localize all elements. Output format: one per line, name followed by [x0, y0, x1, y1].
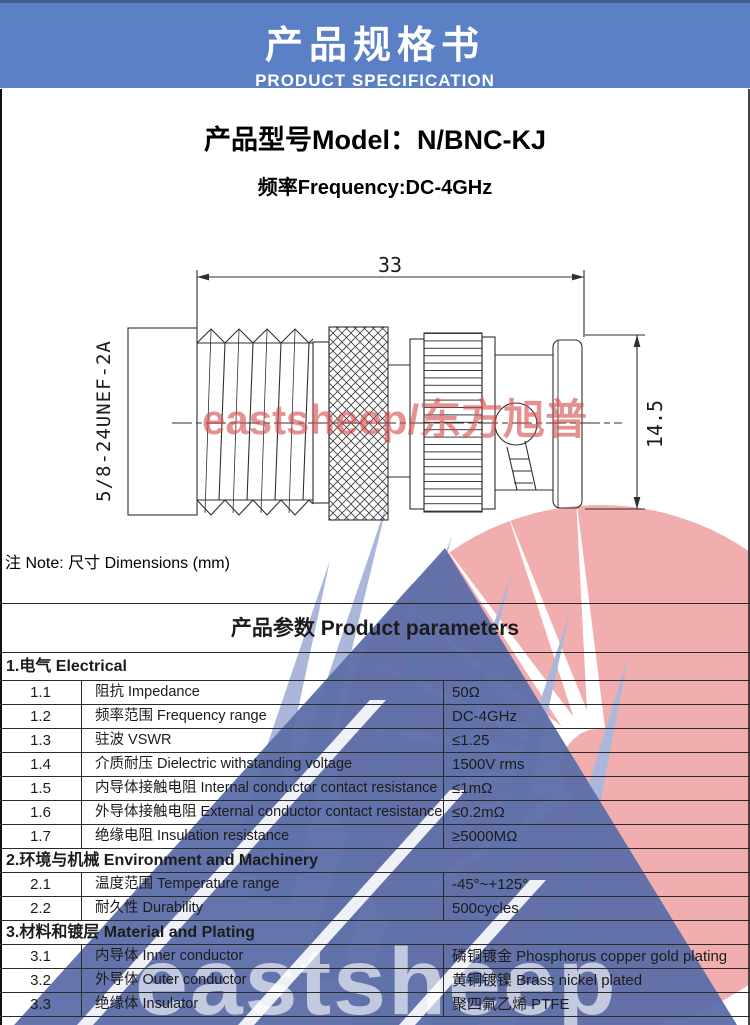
table-row: 2.1 温度范围 Temperature range -45°~+125°	[0, 873, 750, 897]
cell-no: 1.2	[30, 708, 51, 725]
cell-value: 黄铜镀镍 Brass nickel plated	[443, 969, 750, 992]
cell-name: 外导体 Outer conductor	[81, 969, 443, 992]
table-row: 1.6 外导体接触电阻 External conductor contact re…	[0, 801, 750, 825]
page-border-right	[748, 89, 750, 1025]
cell-name: 驻波 VSWR	[81, 729, 443, 752]
cell-value: ≥5000MΩ	[443, 825, 750, 848]
watermark-red-text: eastsheep/东方旭普	[202, 396, 588, 443]
cell-value: 50Ω	[443, 681, 750, 704]
cell-no: 1.6	[30, 804, 51, 821]
table-row: 1.4 介质耐压 Dielectric withstanding voltage 1…	[0, 753, 750, 777]
cell-name: 绝缘体 Insulator	[81, 993, 443, 1016]
cell-name: 内导体 Inner conductor	[81, 945, 443, 968]
table-row: 1.2 频率范围 Frequency range DC-4GHz	[0, 705, 750, 729]
dim-145-label: 14.5	[643, 400, 667, 448]
table-row: 1.7 绝缘电阻 Insulation resistance ≥5000MΩ	[0, 825, 750, 849]
cell-value: 聚四氟乙烯 PTFE	[443, 993, 750, 1016]
cell-no: 3.3	[30, 996, 51, 1013]
cell-name: 绝缘电阻 Insulation resistance	[81, 825, 443, 848]
page-border-left	[0, 89, 2, 1025]
cell-value: 磷铜镀金 Phosphorus copper gold plating	[443, 945, 750, 968]
header-top-edge	[0, 0, 750, 3]
cell-no: 1.1	[30, 684, 51, 701]
knurl-ring	[328, 326, 389, 521]
doc-title-cn: 产品规格书	[264, 25, 485, 67]
table-row: 1.5 内导体接触电阻 Internal conductor contact re…	[0, 777, 750, 801]
table-body: 1.电气 Electrical 1.1 阻抗 Impedance 50Ω 1.2 频率范围…	[0, 653, 750, 1017]
section-header: 3.材料和镀层 Material and Plating	[0, 921, 750, 945]
cell-value: ≤1mΩ	[443, 777, 750, 800]
doc-title-en: PRODUCT SPECIFICATION	[255, 71, 495, 90]
cell-name: 频率范围 Frequency range	[81, 705, 443, 728]
cell-no: 1.4	[30, 756, 51, 773]
thread-bottom	[196, 499, 314, 516]
cell-no: 1.5	[30, 780, 51, 797]
cell-value: ≤1.25	[443, 729, 750, 752]
cell-name: 阻抗 Impedance	[81, 681, 443, 704]
watermark-dark-triangle	[14, 548, 737, 1025]
cell-name: 耐久性 Durability	[81, 897, 443, 920]
table-row: 1.3 驻波 VSWR ≤1.25	[0, 729, 750, 753]
cell-no: 3.2	[30, 972, 51, 989]
document-header: 产品规格书 PRODUCT SPECIFICATION	[0, 0, 750, 90]
dim-33-label: 33	[378, 253, 402, 277]
cell-value: ≤0.2mΩ	[443, 801, 750, 824]
table-title: 产品参数 Product parameters	[0, 604, 750, 653]
bnc-ribbed-nut	[423, 332, 483, 513]
cell-value: -45°~+125°	[443, 873, 750, 896]
bnc-front-flange	[552, 339, 583, 509]
cell-no: 2.1	[30, 876, 51, 893]
thread-spec-label: 5/8-24UNEF-2A	[93, 340, 115, 502]
cell-value: DC-4GHz	[443, 705, 750, 728]
dimension-33	[196, 270, 585, 337]
cell-value: 1500V rms	[443, 753, 750, 776]
dimensions-note: 注 Note: 尺寸 Dimensions (mm)	[5, 555, 230, 572]
table-row: 3.3 绝缘体 Insulator 聚四氟乙烯 PTFE	[0, 993, 750, 1017]
table-row: 3.1 内导体 Inner conductor 磷铜镀金 Phosphorus co…	[0, 945, 750, 969]
cell-value: 500cycles	[443, 897, 750, 920]
section-header: 2.环境与机械 Environment and Machinery	[0, 849, 750, 873]
cell-name: 温度范围 Temperature range	[81, 873, 443, 896]
cell-no: 2.2	[30, 900, 51, 917]
table-row: 1.1 阻抗 Impedance 50Ω	[0, 681, 750, 705]
thread-top	[196, 328, 314, 344]
dimension-14-5	[585, 334, 645, 510]
cell-no: 3.1	[30, 948, 51, 965]
product-parameters-table: 产品参数 Product parameters 1.电气 Electrical 1…	[0, 603, 750, 1017]
model-title: 产品型号Model：N/BNC-KJ	[204, 125, 546, 155]
section-header: 1.电气 Electrical	[0, 653, 750, 681]
cell-no: 1.7	[30, 828, 51, 845]
cell-no: 1.3	[30, 732, 51, 749]
table-row: 3.2 外导体 Outer conductor 黄铜镀镍 Brass nickel …	[0, 969, 750, 993]
cell-name: 介质耐压 Dielectric withstanding voltage	[81, 753, 443, 776]
frequency-title: 频率Frequency:DC-4GHz	[257, 177, 493, 199]
cell-name: 外导体接触电阻 External conductor contact resis…	[81, 801, 443, 824]
table-row: 2.2 耐久性 Durability 500cycles	[0, 897, 750, 921]
n-connector-body	[127, 327, 198, 516]
cell-name: 内导体接触电阻 Internal conductor contact resis…	[81, 777, 443, 800]
watermark-brand-text: eastsheep	[135, 929, 618, 1025]
bayonet-pin-hole	[494, 402, 538, 446]
